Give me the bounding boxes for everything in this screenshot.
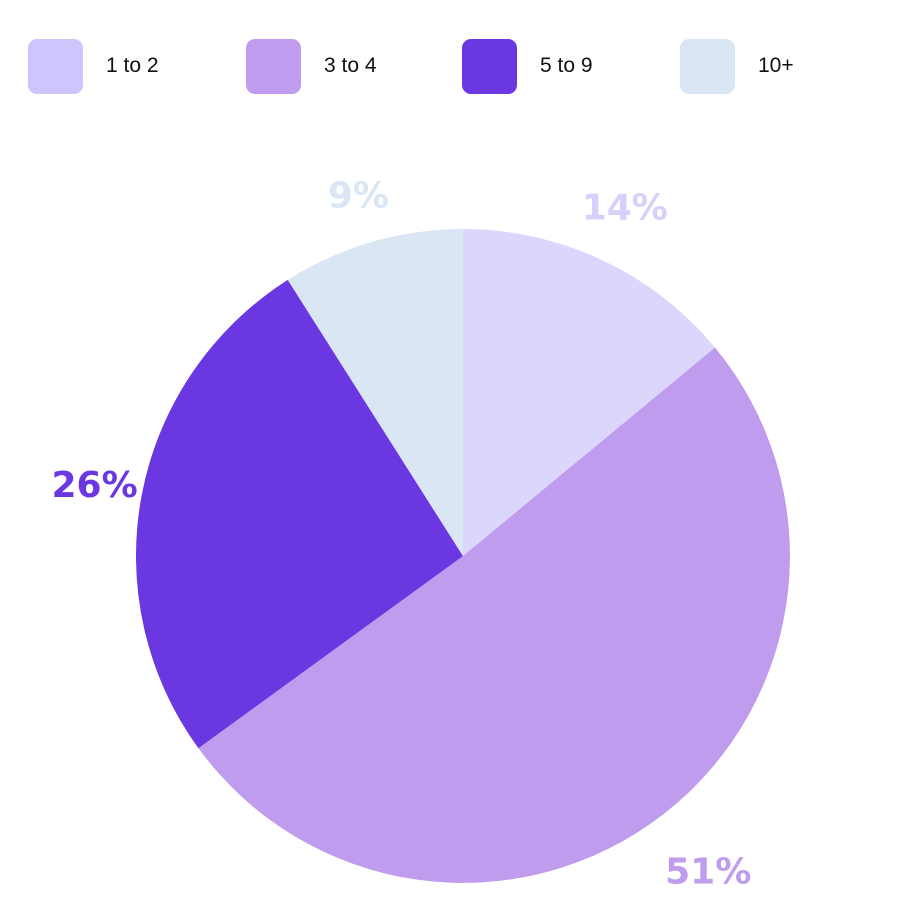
legend-item-3-to-4: 3 to 4 bbox=[246, 38, 377, 94]
pie-value-label-10-plus: 9% bbox=[328, 175, 389, 216]
legend-swatch bbox=[246, 38, 301, 94]
legend-label: 3 to 4 bbox=[324, 54, 377, 77]
legend-swatch bbox=[28, 38, 83, 94]
legend-label: 1 to 2 bbox=[106, 54, 159, 77]
legend-item-1-to-2: 1 to 2 bbox=[28, 38, 159, 94]
pie-value-label-1-to-2: 14% bbox=[582, 188, 668, 229]
pie-slice-5-to-9 bbox=[135, 279, 463, 749]
pie-value-label-5-to-9: 26% bbox=[52, 465, 138, 506]
pie-slice-10-plus bbox=[287, 229, 463, 556]
pie-value-label-3-to-4: 51% bbox=[665, 852, 751, 893]
legend-swatch bbox=[680, 38, 735, 94]
pie-slices bbox=[135, 229, 790, 883]
chart-legend: 1 to 2 3 to 4 5 to 9 10+ bbox=[28, 38, 888, 94]
pie-slice-3-to-4 bbox=[198, 347, 790, 883]
legend-label: 10+ bbox=[758, 54, 794, 77]
pie-value-labels: 14% 51% 26% 9% bbox=[52, 175, 752, 892]
legend-label: 5 to 9 bbox=[540, 54, 593, 77]
legend-swatch bbox=[462, 38, 517, 94]
legend-item-5-to-9: 5 to 9 bbox=[462, 38, 593, 94]
legend-item-10-plus: 10+ bbox=[680, 38, 794, 94]
pie-slice-1-to-2 bbox=[463, 229, 715, 556]
